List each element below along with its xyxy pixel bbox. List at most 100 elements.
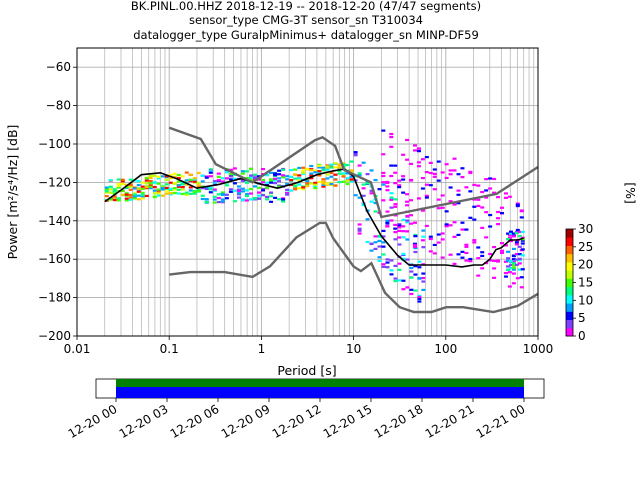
density-cell [160,187,165,190]
density-cell [452,235,457,238]
density-cell [440,206,445,209]
density-cell [460,221,465,224]
density-cell [389,196,394,199]
density-cell [511,260,516,263]
density-cell [188,178,193,181]
density-cell [325,177,330,180]
density-cell [369,169,374,172]
density-cell [248,178,253,181]
density-cell [401,252,406,256]
density-cell [204,187,209,191]
coverage-tick-label: 12-20 09 [219,402,273,441]
density-cell [365,218,370,221]
density-cell [424,224,429,228]
density-cell [480,251,485,254]
density-cell [357,229,362,232]
density-cell [381,199,386,202]
density-cell [349,169,354,172]
density-cell [212,195,217,198]
density-cell [232,182,237,185]
colorbar-tick-label: 25 [578,240,593,254]
density-cell [389,206,394,209]
density-cell [357,196,362,199]
density-cell [476,274,481,277]
coverage-used [116,387,524,398]
density-cell [432,188,437,191]
density-cell [248,198,253,201]
density-cell [208,168,213,171]
density-cell [156,182,161,185]
density-cell [397,279,402,282]
density-cell [472,218,477,221]
x-tick-label: 1000 [523,342,554,356]
density-cell [124,194,129,197]
density-cell [192,180,197,183]
density-cell [520,268,525,271]
density-cell [424,196,429,199]
density-cell [232,200,237,203]
density-cell [409,222,414,225]
density-cell [216,178,221,182]
density-cell [232,189,237,192]
density-cell [468,190,473,193]
density-cell [313,186,318,190]
density-cell [168,187,173,191]
density-cell [440,256,445,259]
colorbar-segment [566,229,573,238]
density-cell [265,198,270,201]
density-cell [409,292,414,296]
density-cell [508,267,513,270]
density-cell [468,216,473,219]
density-cell [208,191,213,194]
x-tick-label: 0.01 [64,342,91,356]
density-cell [160,194,165,197]
density-cell [444,163,449,166]
density-cell [337,181,342,184]
density-cell [517,257,522,260]
density-cell [116,197,121,200]
density-cell [413,265,418,268]
density-cell [228,168,233,171]
density-cell [353,151,358,154]
density-cell [285,193,290,196]
colorbar-label: [%] [623,182,638,204]
density-cell [448,200,453,203]
density-cell [164,183,169,186]
coverage-tick-label: 12-20 21 [423,402,477,441]
density-cell [448,173,453,176]
density-cell [208,188,213,191]
density-cell [220,198,225,201]
density-cell [440,171,445,174]
density-cell [421,272,426,275]
density-cell [393,171,398,174]
density-cell [381,229,386,233]
density-cell [503,271,508,275]
coverage-tick-label: 12-20 03 [117,402,171,441]
density-cell [224,193,229,196]
density-cell [196,181,201,184]
density-cell [401,257,406,260]
density-cell [448,224,453,227]
density-cell [413,250,418,254]
density-cell [321,166,326,169]
density-cell [496,217,501,220]
density-cell [393,181,398,185]
density-cell [506,232,511,235]
density-cell [285,178,290,181]
density-cell [301,187,306,191]
density-cell [480,267,485,270]
density-cell [488,252,493,256]
density-cell [432,243,437,247]
density-cell [309,174,314,177]
density-cell [409,199,414,202]
density-cell [156,188,161,191]
density-cell [293,177,298,180]
density-cell [252,176,257,179]
density-cell [301,166,306,169]
density-cell [136,180,141,183]
density-cell [373,247,378,250]
density-cell [281,168,286,171]
density-cell [321,178,326,181]
density-cell [460,256,465,259]
density-cell [313,183,318,186]
